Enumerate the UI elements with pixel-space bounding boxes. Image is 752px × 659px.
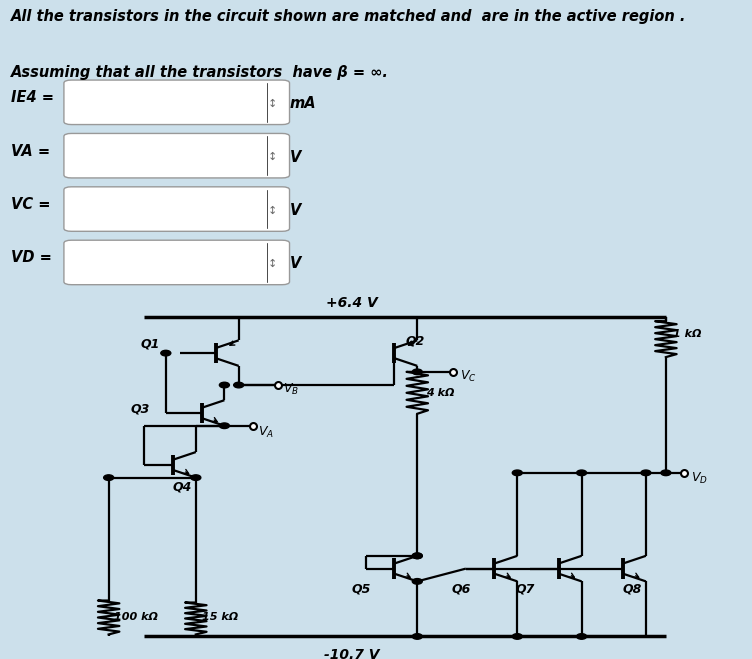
Circle shape xyxy=(412,579,423,584)
Text: VC =: VC = xyxy=(11,197,51,212)
Text: 1 kΩ: 1 kΩ xyxy=(673,329,702,339)
Text: ↕: ↕ xyxy=(268,99,277,109)
Text: IE4 =: IE4 = xyxy=(11,90,54,105)
Text: V: V xyxy=(290,256,301,272)
FancyBboxPatch shape xyxy=(64,80,290,125)
Circle shape xyxy=(412,634,423,639)
Text: Q3: Q3 xyxy=(130,403,150,416)
Circle shape xyxy=(234,382,244,388)
Text: Q5: Q5 xyxy=(351,583,371,596)
Circle shape xyxy=(161,351,171,356)
Text: ↕: ↕ xyxy=(268,206,277,215)
Circle shape xyxy=(412,553,423,559)
Circle shape xyxy=(661,470,671,476)
Text: V: V xyxy=(290,150,301,165)
Text: $V_C$: $V_C$ xyxy=(460,369,477,384)
Text: Q6: Q6 xyxy=(451,583,471,596)
FancyBboxPatch shape xyxy=(64,186,290,231)
Circle shape xyxy=(104,475,114,480)
Text: VD =: VD = xyxy=(11,250,52,266)
Circle shape xyxy=(577,634,587,639)
Text: ↕: ↕ xyxy=(268,259,277,269)
Circle shape xyxy=(577,470,587,476)
Circle shape xyxy=(191,475,201,480)
Circle shape xyxy=(512,470,523,476)
Text: 4 kΩ: 4 kΩ xyxy=(426,387,454,398)
Circle shape xyxy=(512,634,523,639)
Circle shape xyxy=(412,553,423,559)
Circle shape xyxy=(220,423,229,428)
Text: 100 kΩ: 100 kΩ xyxy=(114,612,159,623)
Text: $V_B$: $V_B$ xyxy=(283,382,299,397)
Text: mA: mA xyxy=(290,96,316,111)
FancyBboxPatch shape xyxy=(64,240,290,285)
Text: Q8: Q8 xyxy=(623,583,642,596)
Text: Assuming that all the transistors  have β = ∞.: Assuming that all the transistors have β… xyxy=(11,65,389,80)
Circle shape xyxy=(412,369,423,375)
Text: ↕: ↕ xyxy=(268,152,277,162)
FancyBboxPatch shape xyxy=(64,133,290,178)
Text: Q1: Q1 xyxy=(141,337,160,350)
Text: +6.4 V: +6.4 V xyxy=(326,296,378,310)
Text: -10.7 V: -10.7 V xyxy=(324,648,379,659)
Text: Q4: Q4 xyxy=(173,481,193,494)
Text: Q7: Q7 xyxy=(516,583,535,596)
Text: VA =: VA = xyxy=(11,144,50,159)
Text: $V_A$: $V_A$ xyxy=(258,424,274,440)
Text: 15 kΩ: 15 kΩ xyxy=(202,612,238,623)
Text: $V_D$: $V_D$ xyxy=(691,471,708,486)
Circle shape xyxy=(641,470,651,476)
Circle shape xyxy=(220,382,229,388)
Text: All the transistors in the circuit shown are matched and  are in the active regi: All the transistors in the circuit shown… xyxy=(11,9,687,24)
Text: V: V xyxy=(290,203,301,218)
Text: Q2: Q2 xyxy=(406,334,425,347)
